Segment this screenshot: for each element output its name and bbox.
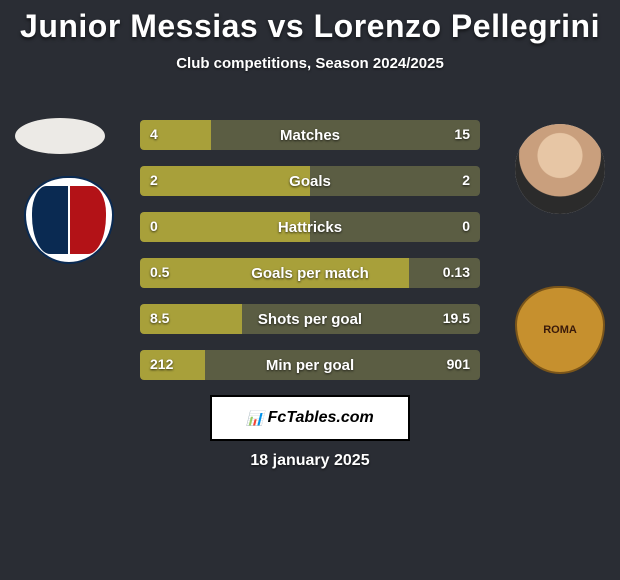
- subtitle: Club competitions, Season 2024/2025: [0, 55, 620, 72]
- stat-value-right: 19.5: [443, 310, 470, 326]
- bar-left: [140, 166, 310, 196]
- stat-value-right: 901: [447, 356, 470, 372]
- stat-value-left: 0.5: [150, 264, 169, 280]
- stat-value-right: 0: [462, 218, 470, 234]
- club-badge-right-text: ROMA: [543, 324, 577, 336]
- brand-icon: 📊: [246, 410, 261, 427]
- stat-value-left: 2: [150, 172, 158, 188]
- stat-value-left: 212: [150, 356, 173, 372]
- stat-value-left: 8.5: [150, 310, 169, 326]
- stat-value-right: 2: [462, 172, 470, 188]
- stat-value-left: 4: [150, 126, 158, 142]
- badge-left-half-blue: [32, 186, 68, 254]
- bar-right: [310, 212, 480, 242]
- page-title: Junior Messias vs Lorenzo Pellegrini: [0, 0, 620, 45]
- brand-banner: 📊 FcTables.com: [210, 395, 410, 441]
- club-badge-right: ROMA: [515, 286, 605, 374]
- stat-value-left: 0: [150, 218, 158, 234]
- club-badge-left: [24, 176, 114, 264]
- stat-value-right: 0.13: [443, 264, 470, 280]
- bar-left: [140, 258, 409, 288]
- badge-left-half-red: [70, 186, 106, 254]
- bar-right: [211, 120, 480, 150]
- player-face-right: [515, 124, 605, 214]
- bar-right: [310, 166, 480, 196]
- stat-row: Shots per goal8.519.5: [140, 304, 480, 334]
- player-photo-right: [515, 124, 605, 214]
- brand-text: FcTables.com: [268, 409, 374, 427]
- stat-row: Matches415: [140, 120, 480, 150]
- comparison-chart: Matches415Goals22Hattricks00Goals per ma…: [140, 120, 480, 396]
- bar-left: [140, 212, 310, 242]
- stat-row: Goals per match0.50.13: [140, 258, 480, 288]
- player-photo-left: [15, 118, 105, 154]
- stat-value-right: 15: [454, 126, 470, 142]
- bar-right: [205, 350, 480, 380]
- stat-row: Goals22: [140, 166, 480, 196]
- stat-row: Min per goal212901: [140, 350, 480, 380]
- date-label: 18 january 2025: [0, 452, 620, 470]
- stat-row: Hattricks00: [140, 212, 480, 242]
